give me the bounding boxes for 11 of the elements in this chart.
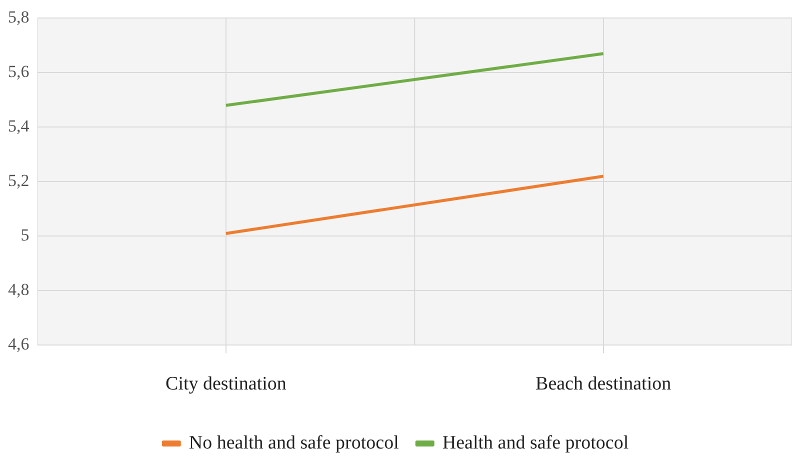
y-tick-label: 5,6 (8, 62, 30, 82)
legend-label: No health and safe protocol (188, 432, 399, 454)
legend-label: Health and safe protocol (442, 432, 629, 454)
y-tick-label: 5 (20, 226, 30, 245)
y-tick-label: 5,2 (8, 171, 30, 190)
x-tick-label: Beach destination (536, 374, 672, 395)
y-tick-label: 5,4 (8, 116, 30, 136)
y-tick-label: 5,8 (8, 8, 30, 27)
y-tick-label: 4,6 (8, 334, 30, 354)
y-tick-label: 4,8 (8, 280, 30, 300)
x-tick-label: City destination (166, 374, 287, 395)
